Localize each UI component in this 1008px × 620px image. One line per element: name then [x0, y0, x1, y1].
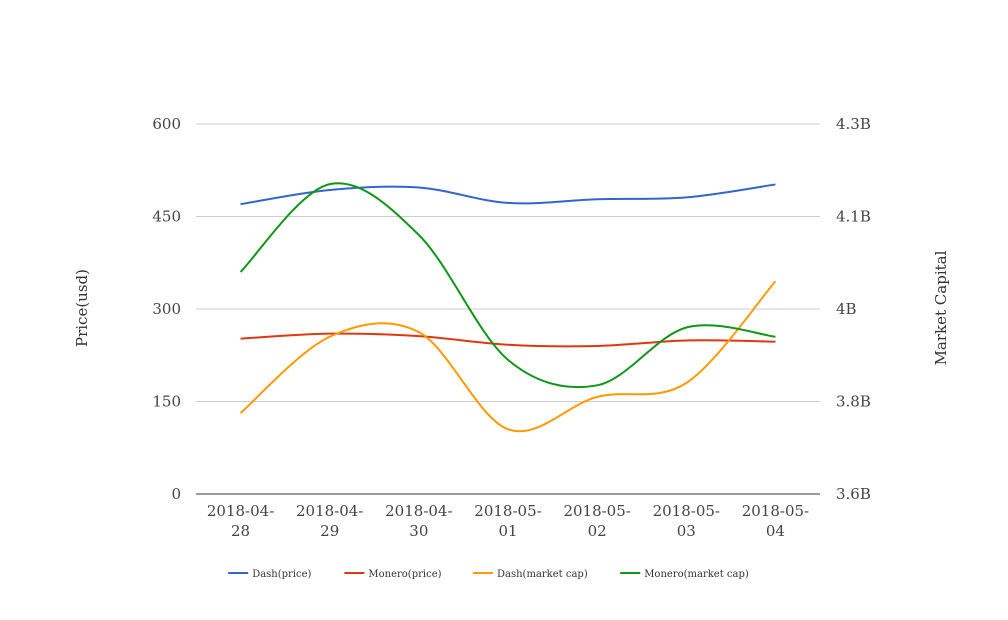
legend-item-monero-market-cap[interactable]: Monero(market cap) — [620, 569, 749, 580]
x-tick-label: 2018-05-04 — [742, 502, 809, 540]
legend-label: Monero(market cap) — [644, 569, 749, 580]
y-left-tick-label: 600 — [152, 115, 181, 133]
y-right-tick-label: 4B — [836, 300, 857, 318]
x-tick-label: 2018-04-29 — [296, 502, 363, 540]
y-left-tick-label: 300 — [152, 300, 181, 318]
y-axis-right-title: Market Capital — [932, 250, 950, 365]
y-right-tick-label: 4.3B — [836, 115, 871, 133]
y-left-tick-label: 150 — [152, 393, 181, 411]
y-left-tick-label: 0 — [171, 485, 181, 503]
x-tick-label: 2018-05-01 — [474, 502, 541, 540]
legend-label: Dash(price) — [252, 569, 311, 580]
y-axis-left-title: Price(usd) — [73, 269, 91, 347]
x-tick-label: 2018-04-30 — [385, 502, 452, 540]
y-right-tick-label: 4.1B — [836, 208, 871, 226]
legend-item-dash-market-cap[interactable]: Dash(market cap) — [473, 569, 588, 580]
legend-label: Dash(market cap) — [497, 569, 588, 580]
series-line-monero-price — [240, 332, 776, 348]
x-tick-label: 2018-05-03 — [653, 502, 720, 540]
y-left-tick-label: 450 — [152, 208, 181, 226]
series-line-dash-market-cap — [239, 280, 777, 433]
series-line-monero-market-cap — [239, 182, 776, 389]
y-right-tick-label: 3.8B — [836, 393, 871, 411]
x-tick-label: 2018-05-02 — [563, 502, 630, 540]
legend-item-dash-price[interactable]: Dash(price) — [228, 569, 312, 580]
legend-label: Monero(price) — [368, 569, 441, 580]
series-line-dash-price — [240, 183, 776, 206]
x-tick-label: 2018-04-28 — [207, 502, 274, 540]
legend-item-monero-price[interactable]: Monero(price) — [344, 569, 442, 580]
y-right-tick-label: 3.6B — [836, 485, 871, 503]
